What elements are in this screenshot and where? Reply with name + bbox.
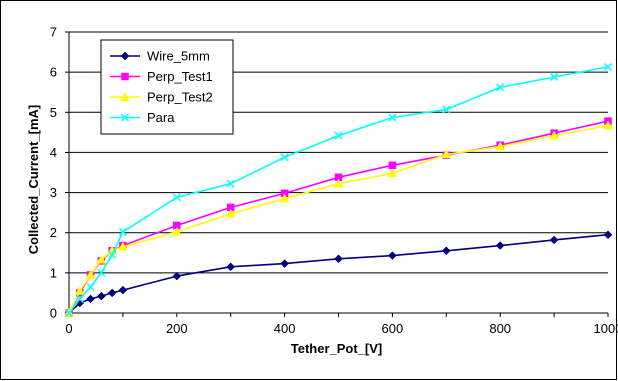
legend-item-para: Para xyxy=(110,110,175,125)
y-tick-label: 0 xyxy=(50,306,57,321)
data-point-perp-test2 xyxy=(441,149,452,159)
x-stroke xyxy=(226,179,235,188)
x-stroke xyxy=(550,72,559,81)
data-point-perp-test2 xyxy=(333,178,344,188)
data-point-wire-5mm xyxy=(603,230,613,240)
data-point-para xyxy=(64,308,74,318)
x-stroke xyxy=(75,294,84,303)
data-point-para xyxy=(280,153,289,162)
data-point-perp-test2 xyxy=(549,130,560,140)
x-stroke xyxy=(118,227,127,236)
data-point-para xyxy=(118,227,127,236)
data-point-wire-5mm xyxy=(441,246,451,256)
data-point-wire-5mm xyxy=(107,288,117,298)
data-point-para xyxy=(226,179,235,188)
x-tick-label: 1000 xyxy=(594,321,618,336)
x-stroke xyxy=(334,131,343,140)
legend-marker xyxy=(121,72,129,81)
data-point-para xyxy=(496,83,505,92)
legend-marker xyxy=(120,113,130,122)
data-point-perp-test2 xyxy=(387,168,398,178)
data-point-wire-5mm xyxy=(495,241,505,250)
series-perp-test2 xyxy=(64,120,613,317)
data-point-perp-test2 xyxy=(495,141,506,151)
x-stroke xyxy=(64,308,74,318)
x-axis-title: Tether_Pot_[V] xyxy=(291,341,383,356)
data-point-perp-test2 xyxy=(117,241,128,251)
data-point-perp-test2 xyxy=(279,193,290,203)
legend-item-perp-test1: Perp_Test1 xyxy=(110,69,213,84)
data-point-perp-test2 xyxy=(96,254,107,264)
data-point-wire-5mm xyxy=(86,294,95,304)
data-point-para xyxy=(97,268,106,277)
legend-marker xyxy=(120,51,130,61)
data-point-wire-5mm xyxy=(388,251,397,260)
data-point-wire-5mm xyxy=(172,271,182,281)
data-point-perp-test2 xyxy=(171,226,182,236)
legend-label: Perp_Test1 xyxy=(147,69,213,84)
y-tick-label: 4 xyxy=(50,145,57,160)
data-point-para xyxy=(172,193,181,202)
series-layer xyxy=(64,62,613,318)
legend-label: Wire_5mm xyxy=(147,49,210,64)
data-point-perp-test2 xyxy=(603,120,613,130)
labels-layer: 0 1 2 3 4 5 6 7 0 200 400 600 800 1000 Tether_Pot_[V] C… xyxy=(26,25,618,357)
data-point-wire-5mm xyxy=(334,254,343,264)
data-point-wire-5mm xyxy=(226,262,236,272)
x-stroke xyxy=(172,193,181,202)
data-point-para xyxy=(108,250,117,259)
series-para xyxy=(64,62,613,318)
x-tick-label: 400 xyxy=(274,321,296,336)
data-point-wire-5mm xyxy=(96,291,106,301)
data-point-para xyxy=(603,62,613,71)
legend-item-perp-test2: Perp_Test2 xyxy=(110,90,213,105)
data-point-wire-5mm xyxy=(280,259,289,268)
data-point-perp-test2 xyxy=(85,269,96,279)
y-tick-label: 6 xyxy=(50,65,57,80)
legend: Wire_5mm Perp_Test1 Perp_Test2 Para xyxy=(100,39,234,135)
x-stroke xyxy=(496,83,505,92)
data-point-para xyxy=(86,282,95,291)
data-point-perp-test2 xyxy=(225,208,236,218)
data-point-wire-5mm xyxy=(549,235,559,245)
x-stroke xyxy=(388,113,397,122)
x-stroke xyxy=(97,268,106,277)
data-point-para xyxy=(442,105,451,114)
x-stroke xyxy=(442,105,451,114)
x-stroke xyxy=(120,113,130,122)
y-tick-label: 7 xyxy=(50,25,57,40)
legend-label: Para xyxy=(147,110,175,125)
data-point-perp-test1 xyxy=(388,161,397,170)
x-stroke xyxy=(108,250,117,259)
legend-label: Perp_Test2 xyxy=(147,90,213,105)
x-tick-label: 0 xyxy=(65,321,72,336)
data-point-para xyxy=(75,294,84,303)
x-tick-label: 600 xyxy=(382,321,404,336)
data-point-perp-test2 xyxy=(74,285,85,295)
axes-layer xyxy=(65,31,609,317)
y-tick-label: 5 xyxy=(50,105,57,120)
legend-item-wire-5mm: Wire_5mm xyxy=(110,49,210,64)
y-tick-label: 3 xyxy=(50,185,57,200)
data-point-para xyxy=(334,131,343,140)
data-point-para xyxy=(388,113,397,122)
x-stroke xyxy=(86,282,95,291)
y-axis-title: Collected_Current_[mA] xyxy=(26,105,41,255)
data-point-para xyxy=(550,72,559,81)
y-tick-label: 2 xyxy=(50,225,57,240)
legend-marker xyxy=(120,91,130,101)
x-tick-label: 200 xyxy=(166,321,188,336)
data-point-wire-5mm xyxy=(118,285,128,295)
x-stroke xyxy=(280,153,289,162)
x-tick-label: 800 xyxy=(489,321,511,336)
y-tick-label: 1 xyxy=(50,265,57,280)
x-stroke xyxy=(603,62,613,71)
